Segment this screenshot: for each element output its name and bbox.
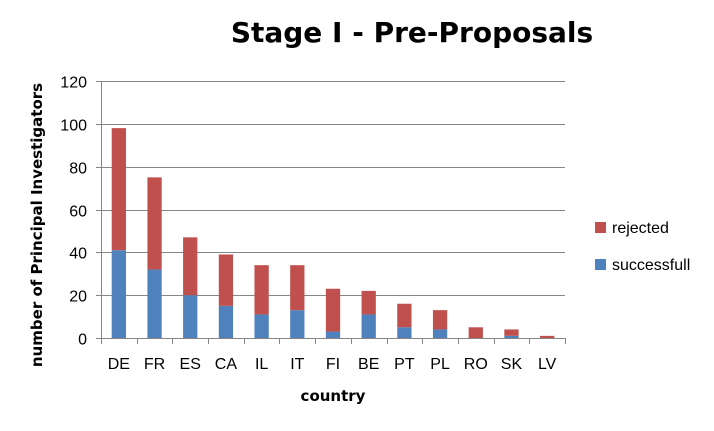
bar-successfull-BE [361,314,376,338]
bar-rejected-SK [504,329,519,336]
bar-rejected-FR [147,177,162,270]
x-tick-label: ES [180,356,201,373]
bar-successfull-IT [290,310,305,338]
x-tick-label: RO [464,356,488,373]
bar-rejected-IT [290,265,305,311]
x-tick-label: PL [430,356,450,373]
bar-successfull-FI [325,331,341,338]
bar-rejected-BE [361,290,376,315]
legend-swatch-rejected [595,222,606,233]
bar-successfull-IL [254,314,269,338]
bar-successfull-DE [111,250,126,338]
y-tick-label: 100 [60,118,87,135]
x-axis-label: country [301,387,366,405]
x-tick-label: FR [144,356,165,373]
x-tick-label: BE [358,356,379,373]
legend-label-successfull: successfull [612,257,690,274]
x-tick-label: IT [290,356,304,373]
y-tick-label: 20 [69,289,87,306]
bar-rejected-RO [468,327,483,338]
bar-successfull-ES [183,295,198,338]
x-tick-label: LV [538,356,557,373]
legend: rejected successfull [595,220,690,274]
bar-rejected-ES [183,237,198,296]
bar-successfull-PL [432,329,448,338]
x-tick-label: PT [394,356,415,373]
bar-successfull-SK [504,335,519,338]
x-tick-label: CA [215,356,238,373]
y-tick-label: 40 [69,246,87,263]
x-tick-label: DE [108,356,130,373]
legend-swatch-successfull [595,259,606,270]
bar-successfull-CA [218,305,234,338]
bar-successfull-FR [147,269,162,338]
bar-rejected-CA [218,254,234,306]
bar-rejected-PL [432,310,448,330]
y-tick-labels: 0 20 40 60 80 100 120 [60,75,87,349]
bar-rejected-PT [397,303,412,328]
x-tick-label: SK [501,356,523,373]
x-tick-labels: DE FR ES CA IL IT FI BE PT PL RO SK LV [108,356,557,373]
x-tick-label: IL [255,356,268,373]
bar-rejected-FI [325,288,341,332]
gridlines [96,81,566,344]
x-tick-label: FI [326,356,340,373]
bars [111,128,555,338]
y-axis-label: number of Principal Investigators [28,83,46,367]
bar-rejected-IL [254,265,269,315]
legend-label-rejected: rejected [612,220,669,237]
bar-successfull-PT [397,327,412,338]
chart-title: Stage I - Pre-Proposals [231,16,593,49]
bar-rejected-DE [111,128,126,251]
y-tick-label: 80 [69,161,87,178]
y-tick-label: 0 [78,332,87,349]
y-tick-label: 120 [60,75,87,92]
y-tick-label: 60 [69,204,87,221]
bar-rejected-LV [540,335,555,338]
